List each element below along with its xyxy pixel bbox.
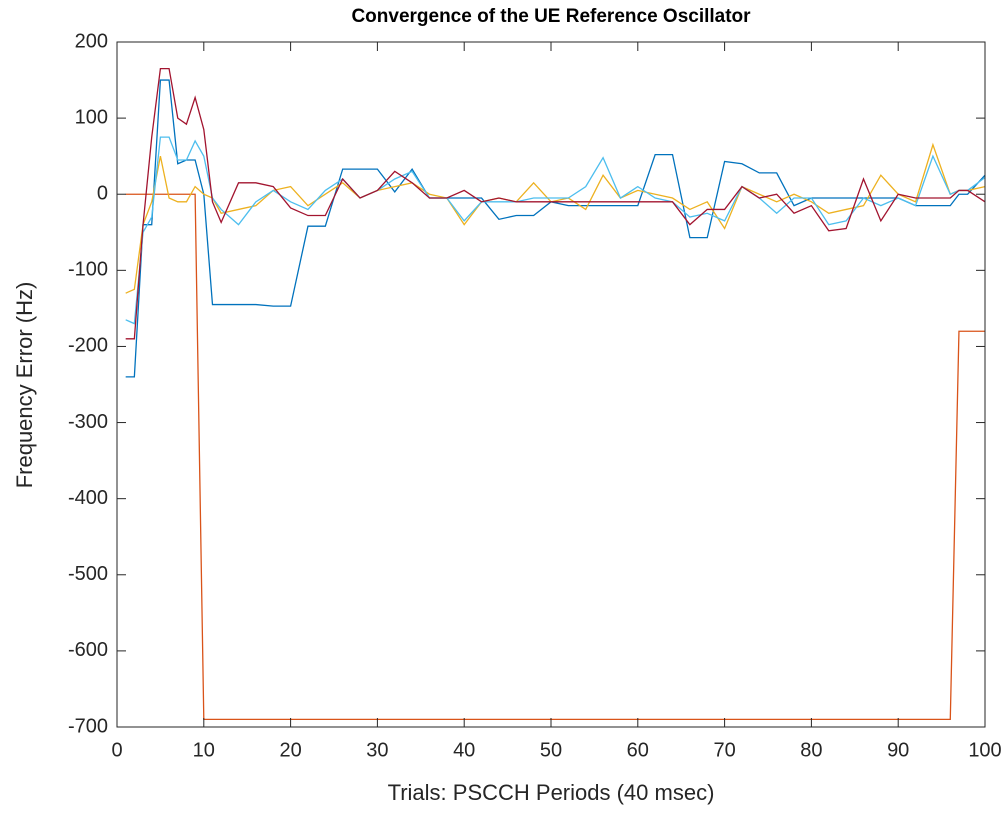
y-axis-label: Frequency Error (Hz) (12, 282, 37, 489)
x-tick-label: 50 (540, 739, 562, 761)
x-tick-label: 20 (279, 739, 301, 761)
x-tick-label: 60 (627, 739, 649, 761)
x-tick-label: 70 (713, 739, 735, 761)
series-line (125, 193, 985, 721)
y-tick-label: -300 (68, 411, 108, 433)
series-line (125, 79, 986, 378)
x-tick-label: 90 (887, 739, 909, 761)
series-line (125, 67, 986, 340)
x-tick-label: 100 (968, 739, 1001, 761)
x-axis-label: Trials: PSCCH Periods (40 msec) (388, 780, 715, 805)
y-tick-label: -100 (68, 259, 108, 281)
y-tick-label: 200 (75, 30, 108, 52)
x-tick-label: 30 (366, 739, 388, 761)
y-tick-label: 100 (75, 106, 108, 128)
y-tick-label: 0 (97, 183, 108, 205)
y-tick-label: -500 (68, 563, 108, 585)
x-tick-label: 80 (800, 739, 822, 761)
y-tick-label: -700 (68, 715, 108, 737)
x-tick-label: 0 (111, 739, 122, 761)
x-tick-label: 40 (453, 739, 475, 761)
y-tick-label: -400 (68, 487, 108, 509)
y-tick-label: -600 (68, 639, 108, 661)
y-tick-label: -200 (68, 335, 108, 357)
chart-title: Convergence of the UE Reference Oscillat… (351, 6, 751, 27)
x-tick-label: 10 (193, 739, 215, 761)
